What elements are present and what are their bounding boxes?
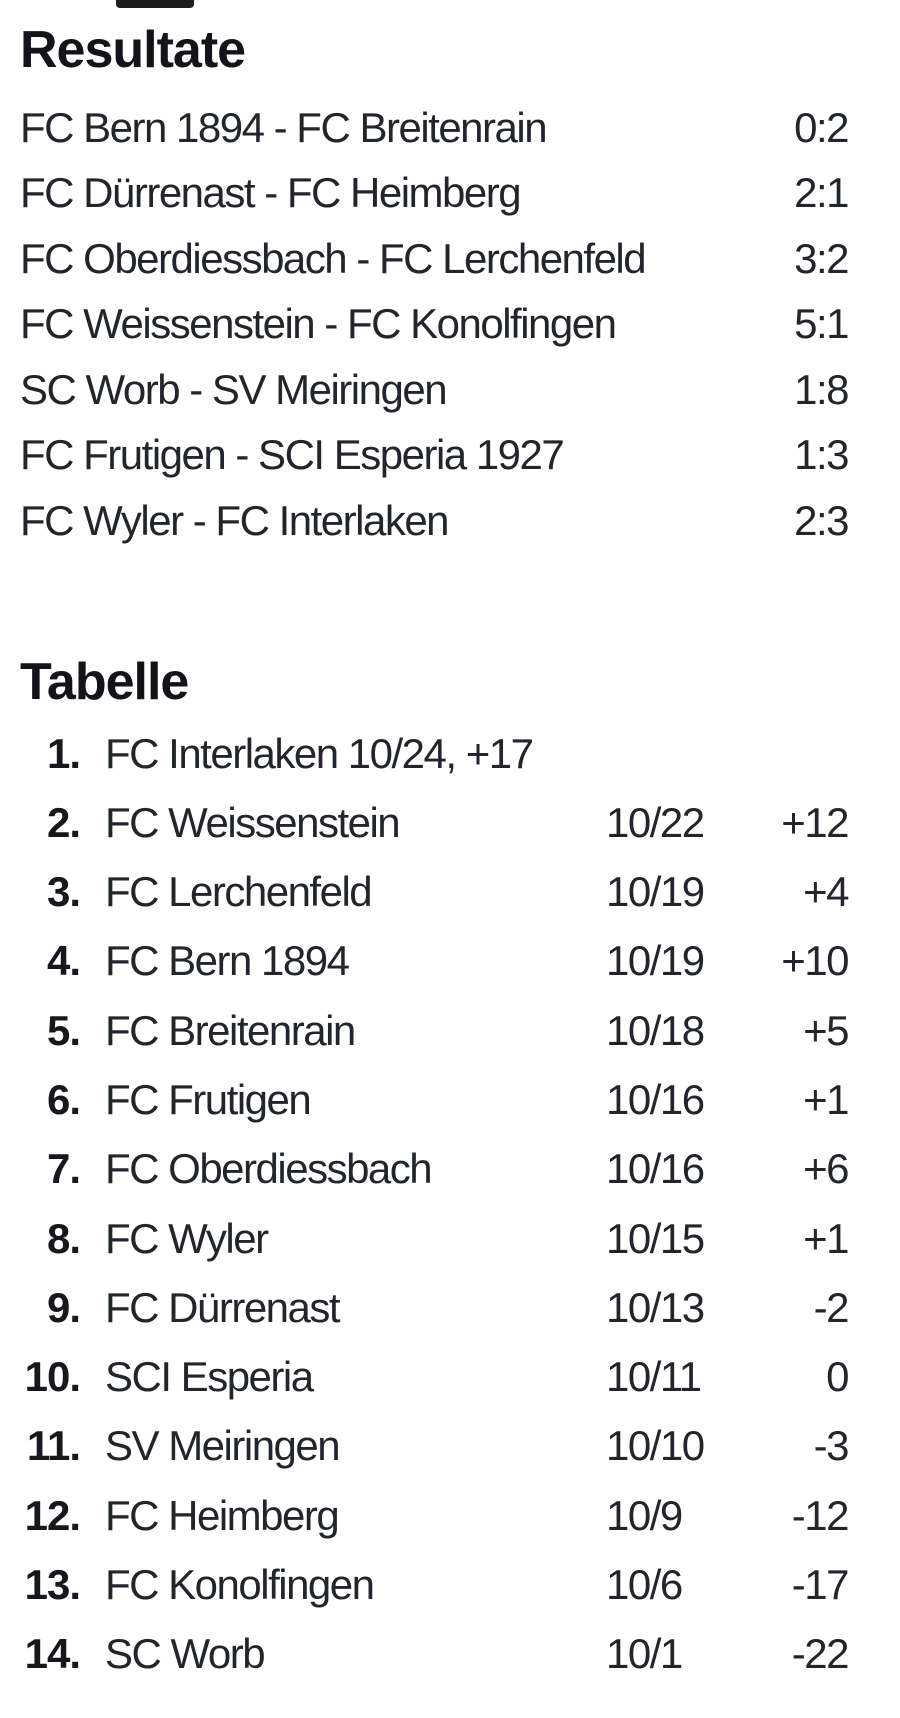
rank-number: 8.	[46, 1214, 81, 1262]
table-row: 5. FC Breitenrain 10/18 +5	[20, 996, 850, 1065]
match-row: FC Wyler - FC Interlaken 2:3	[20, 488, 849, 554]
rank-number: 5.	[46, 1006, 81, 1054]
games-points: 10/16	[606, 1145, 705, 1193]
team-name: FC Heimberg	[105, 1491, 340, 1539]
rank-number: 11.	[26, 1422, 81, 1470]
match-pairing: FC Weissenstein - FC Konolfingen	[20, 300, 617, 348]
games-points: 10/16	[606, 1076, 705, 1123]
rank-number: 13.	[24, 1561, 81, 1609]
match-row: FC Bern 1894 - FC Breitenrain 0:2	[20, 95, 849, 161]
standings-title: Tabelle	[20, 652, 189, 711]
goal-difference: +12	[781, 798, 849, 846]
match-pairing: FC Frutigen - SCI Esperia 1927	[20, 431, 565, 479]
table-row: 9. FC Dürrenast 10/13 -2	[20, 1273, 850, 1342]
rank-number: 12.	[24, 1491, 81, 1539]
match-pairing: FC Oberdiessbach - FC Lerchenfeld	[20, 234, 647, 282]
results-list: FC Bern 1894 - FC Breitenrain 0:2 FC Dürre…	[20, 95, 849, 554]
games-points: 10/13	[606, 1283, 705, 1331]
table-row: 11. SV Meiringen 10/10 -3	[20, 1412, 850, 1481]
match-score: 5:1	[794, 300, 849, 348]
match-row: FC Weissenstein - FC Konolfingen 5:1	[20, 292, 849, 358]
match-pairing: FC Dürrenast - FC Heimberg	[20, 169, 522, 217]
team-name: FC Konolfingen	[105, 1561, 375, 1609]
match-pairing: FC Wyler - FC Interlaken	[20, 496, 450, 544]
goal-difference: -3	[813, 1422, 850, 1470]
games-points: 10/11	[606, 1353, 702, 1401]
match-score: 0:2	[794, 103, 849, 151]
team-name: SCI Esperia	[105, 1353, 314, 1401]
table-row: 12. FC Heimberg 10/9 -12	[20, 1481, 850, 1550]
table-row: 3. FC Lerchenfeld 10/19 +4	[20, 857, 850, 926]
games-points: 10/18	[606, 1006, 705, 1054]
team-name: FC Interlaken 10/24, +17	[105, 729, 534, 777]
team-name: FC Wyler	[105, 1214, 269, 1262]
team-name: FC Frutigen	[105, 1076, 312, 1123]
goal-difference: 0	[826, 1353, 849, 1401]
rank-number: 1.	[46, 729, 81, 777]
goal-difference: +4	[803, 868, 849, 916]
match-pairing: FC Bern 1894 - FC Breitenrain	[20, 103, 548, 151]
goal-difference: +6	[803, 1145, 849, 1193]
match-score: 2:1	[794, 169, 849, 217]
top-cropped-bar	[116, 0, 194, 8]
table-row: 13. FC Konolfingen 10/6 -17	[20, 1550, 850, 1619]
team-name: FC Breitenrain	[105, 1006, 356, 1054]
rank-number: 4.	[46, 937, 81, 985]
match-pairing: SC Worb - SV Meiringen	[20, 365, 448, 413]
games-points: 10/9	[606, 1491, 683, 1539]
games-points: 10/6	[606, 1561, 683, 1609]
match-score: 1:8	[794, 365, 849, 413]
team-name: FC Bern 1894	[105, 937, 350, 985]
team-name: FC Lerchenfeld	[105, 868, 373, 916]
table-row: 10. SCI Esperia 10/11 0	[20, 1343, 850, 1412]
rank-number: 9.	[46, 1283, 81, 1331]
rank-number: 10.	[24, 1353, 81, 1401]
team-name: FC Dürrenast	[105, 1283, 341, 1331]
team-name: SV Meiringen	[105, 1422, 341, 1470]
match-score: 2:3	[794, 496, 849, 544]
team-name: FC Oberdiessbach	[105, 1145, 433, 1193]
rank-number: 3.	[46, 868, 81, 916]
match-score: 1:3	[794, 431, 849, 479]
games-points: 10/1	[606, 1630, 683, 1678]
games-points: 10/19	[606, 868, 705, 916]
table-row: 2. FC Weissenstein 10/22 +12	[20, 788, 850, 857]
table-row: 7. FC Oberdiessbach 10/16 +6	[20, 1135, 850, 1204]
team-name: SC Worb	[105, 1630, 266, 1678]
goal-difference: -2	[813, 1283, 850, 1331]
rank-number: 7.	[46, 1145, 81, 1193]
goal-difference: +5	[803, 1006, 849, 1054]
goal-difference: -22	[791, 1630, 850, 1678]
match-row: FC Oberdiessbach - FC Lerchenfeld 3:2	[20, 226, 849, 292]
match-row: FC Dürrenast - FC Heimberg 2:1	[20, 161, 849, 227]
games-points: 10/15	[606, 1214, 705, 1262]
table-row: 14. SC Worb 10/1 -22	[20, 1620, 850, 1689]
goal-difference: -17	[791, 1561, 850, 1609]
results-title: Resultate	[20, 21, 246, 79]
goal-difference: -12	[791, 1491, 850, 1539]
rank-number: 14.	[24, 1630, 81, 1678]
games-points: 10/10	[606, 1422, 705, 1470]
goal-difference: +1	[803, 1214, 849, 1262]
standings-list: 1. FC Interlaken 10/24, +17 2. FC Weissenst…	[20, 719, 850, 1689]
rank-number: 6.	[46, 1076, 81, 1123]
match-score: 3:2	[794, 234, 849, 282]
match-row: FC Frutigen - SCI Esperia 1927 1:3	[20, 423, 849, 489]
team-name: FC Weissenstein	[105, 798, 401, 846]
games-points: 10/22	[606, 798, 705, 846]
games-points: 10/19	[606, 937, 705, 985]
goal-difference: +1	[803, 1076, 849, 1123]
table-row: 8. FC Wyler 10/15 +1	[20, 1204, 850, 1273]
rank-number: 2.	[46, 798, 81, 846]
match-row: SC Worb - SV Meiringen 1:8	[20, 357, 849, 423]
table-row: 4. FC Bern 1894 10/19 +10	[20, 927, 850, 996]
goal-difference: +10	[781, 937, 849, 985]
table-row: 6. FC Frutigen 10/16 +1	[20, 1065, 850, 1134]
table-row: 1. FC Interlaken 10/24, +17	[20, 719, 848, 788]
